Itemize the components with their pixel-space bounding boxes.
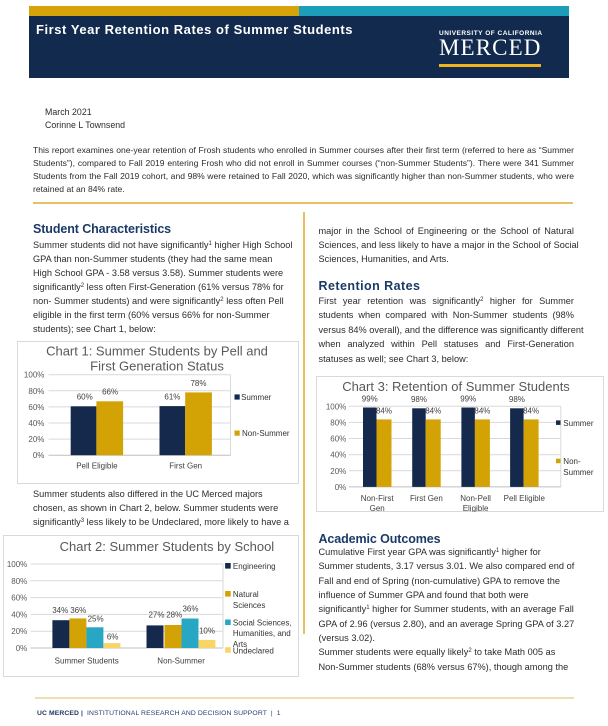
svg-text:84%: 84%	[523, 407, 539, 416]
svg-text:Chart 2: Summer Students by Sc: Chart 2: Summer Students by School	[59, 539, 274, 554]
svg-text:20%: 20%	[330, 467, 346, 476]
svg-text:60%: 60%	[76, 393, 92, 402]
svg-text:60%: 60%	[11, 594, 27, 603]
svg-text:84%: 84%	[425, 407, 441, 416]
svg-text:0%: 0%	[335, 483, 347, 492]
svg-text:25%: 25%	[87, 614, 103, 623]
svg-text:36%: 36%	[182, 604, 198, 613]
svg-text:10%: 10%	[198, 627, 214, 636]
svg-text:84%: 84%	[474, 407, 490, 416]
svg-text:Undeclared: Undeclared	[232, 646, 273, 655]
svg-text:66%: 66%	[102, 388, 118, 397]
svg-text:Eligible: Eligible	[463, 504, 489, 512]
svg-text:Non-First: Non-First	[361, 494, 395, 503]
svg-text:6%: 6%	[106, 632, 118, 641]
svg-text:100%: 100%	[326, 402, 346, 411]
svg-text:Natural: Natural	[232, 590, 258, 599]
svg-text:Pell Eligible: Pell Eligible	[76, 461, 118, 470]
svg-text:Non-Pell: Non-Pell	[460, 494, 491, 503]
svg-text:Arts: Arts	[232, 640, 246, 649]
svg-text:98%: 98%	[411, 395, 427, 404]
svg-text:61%: 61%	[164, 392, 180, 401]
svg-text:20%: 20%	[28, 435, 44, 444]
svg-text:40%: 40%	[11, 610, 27, 619]
svg-text:99%: 99%	[460, 395, 476, 404]
svg-text:Gen: Gen	[370, 504, 385, 512]
svg-text:Social Sciences,: Social Sciences,	[232, 618, 291, 627]
svg-text:100%: 100%	[23, 371, 43, 380]
svg-text:Summer: Summer	[563, 419, 594, 428]
svg-text:Non-Summer: Non-Summer	[242, 429, 290, 438]
svg-text:First Gen: First Gen	[169, 461, 202, 470]
svg-text:60%: 60%	[330, 435, 346, 444]
svg-text:99%: 99%	[362, 395, 378, 404]
svg-text:Summer: Summer	[241, 393, 272, 402]
svg-text:98%: 98%	[509, 395, 525, 404]
svg-text:78%: 78%	[190, 379, 206, 388]
svg-text:Summer Students: Summer Students	[54, 657, 118, 666]
svg-text:36%: 36%	[70, 606, 86, 615]
svg-text:Sciences: Sciences	[232, 601, 264, 610]
svg-text:27%: 27%	[148, 611, 164, 620]
svg-text:Non-: Non-	[563, 457, 581, 466]
svg-text:40%: 40%	[330, 451, 346, 460]
svg-text:100%: 100%	[6, 560, 26, 569]
svg-text:Non-Summer: Non-Summer	[157, 657, 205, 666]
svg-text:40%: 40%	[28, 419, 44, 428]
svg-text:60%: 60%	[28, 403, 44, 412]
svg-text:0%: 0%	[32, 451, 44, 460]
svg-text:Engineering: Engineering	[232, 562, 275, 571]
svg-text:Pell Eligible: Pell Eligible	[504, 494, 546, 503]
svg-text:Chart 3: Retention of Summer S: Chart 3: Retention of Summer Students	[342, 379, 570, 394]
svg-text:Chart 1: Summer Students by Pe: Chart 1: Summer Students by Pell and	[46, 343, 268, 358]
svg-text:Summer: Summer	[563, 468, 594, 477]
svg-text:20%: 20%	[11, 627, 27, 636]
svg-text:80%: 80%	[330, 419, 346, 428]
svg-text:34%: 34%	[52, 606, 68, 615]
svg-text:28%: 28%	[166, 611, 182, 620]
svg-text:80%: 80%	[11, 577, 27, 586]
svg-text:First Gen: First Gen	[410, 494, 443, 503]
svg-text:80%: 80%	[28, 387, 44, 396]
svg-text:First Generation Status: First Generation Status	[90, 358, 224, 373]
svg-text:84%: 84%	[376, 407, 392, 416]
svg-text:Humanities, and: Humanities, and	[232, 629, 290, 638]
svg-text:0%: 0%	[15, 644, 27, 653]
